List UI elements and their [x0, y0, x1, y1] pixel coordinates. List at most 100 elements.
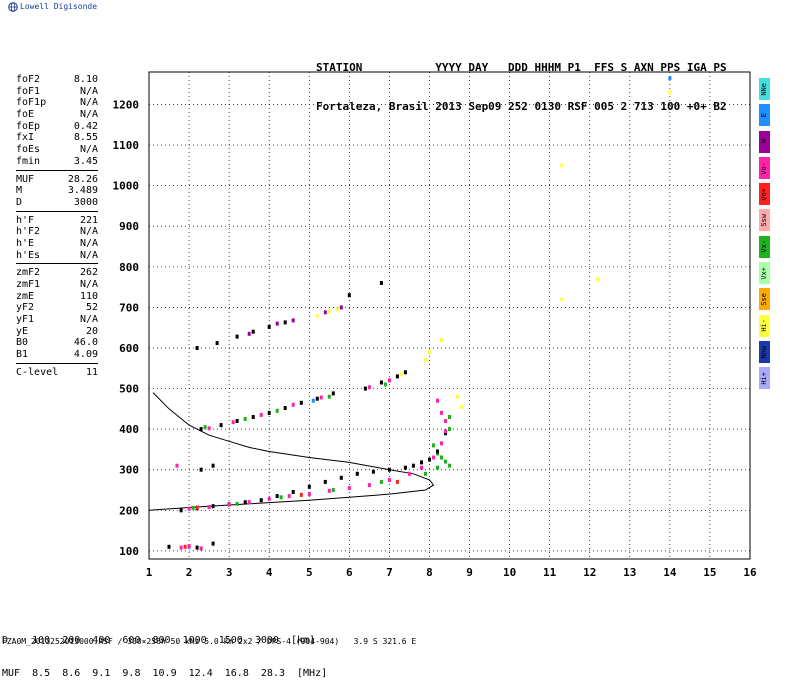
- echo-point: [411, 463, 415, 468]
- echo-point: [403, 465, 407, 470]
- footer-info: FZA0M_2013252013000.RSF / 300×256h 50 kH…: [2, 637, 417, 646]
- y-tick-labels: 100 200 300 400 500 600 700 800 900 1000 1100 1200: [113, 98, 140, 557]
- legend-label: Sse: [760, 293, 768, 306]
- param-row: foEs N/A: [16, 144, 98, 156]
- param-name: foEp: [16, 120, 41, 132]
- echo-point: [444, 459, 447, 464]
- param-value: N/A: [79, 109, 98, 121]
- param-value: 221: [79, 214, 98, 226]
- echo-point: [440, 455, 443, 460]
- x-tick-label: 13: [623, 566, 636, 579]
- param-value: N/A: [79, 249, 98, 261]
- param-row: zmF1 N/A: [16, 279, 98, 291]
- parameters-panel: foF2 8.10 foF1 N/A foF1p N/A foE N/A foEp 0.42 fxI…: [16, 74, 98, 379]
- echo-point: [299, 492, 303, 497]
- echo-point: [456, 394, 459, 399]
- echo-point: [179, 545, 183, 550]
- x-tick-label: 16: [743, 566, 757, 579]
- echo-point: [440, 441, 443, 446]
- echo-point: [195, 346, 199, 350]
- x-tick-label: 9: [466, 566, 473, 579]
- echo-point: [267, 496, 271, 501]
- echo-point: [403, 370, 407, 375]
- param-name: fxI: [16, 132, 35, 144]
- x-tick-label: 7: [386, 566, 393, 579]
- echo-point: [339, 305, 343, 310]
- echo-point: [315, 396, 319, 401]
- echo-point: [436, 465, 439, 470]
- param-value: N/A: [79, 97, 98, 109]
- param-row: C-level 11: [16, 367, 98, 379]
- param-name: MUF: [16, 173, 35, 185]
- legend-label: Vx+: [760, 266, 768, 280]
- legend-label: Vx-: [760, 240, 768, 254]
- echo-point: [235, 334, 239, 339]
- param-value: 0.42: [73, 120, 98, 132]
- echo-point: [283, 406, 287, 410]
- echo-point: [307, 484, 311, 489]
- echo-point: [311, 398, 315, 403]
- echo-point: [395, 374, 399, 379]
- param-row: h'E N/A: [16, 238, 98, 250]
- echo-point: [371, 469, 375, 474]
- param-name: foEs: [16, 144, 41, 156]
- echo-point: [428, 457, 431, 462]
- y-tick-label: 500: [119, 383, 139, 396]
- echo-point: [231, 420, 235, 425]
- param-name: yF2: [16, 302, 35, 314]
- param-value: 8.55: [73, 132, 98, 144]
- echo-point: [367, 385, 371, 390]
- echo-point: [179, 508, 183, 513]
- param-row: fxI 8.55: [16, 132, 98, 144]
- legend-label: Hi-: [760, 319, 768, 332]
- echo-point: [383, 382, 387, 387]
- param-value: N/A: [79, 85, 98, 97]
- param-name: zmF2: [16, 267, 41, 279]
- plot-area: [148, 71, 751, 560]
- echo-point: [335, 307, 339, 312]
- param-row: h'Es N/A: [16, 250, 98, 262]
- legend-swatch: Vo-: [759, 156, 770, 179]
- param-name: h'E: [16, 237, 35, 249]
- echo-point: [407, 471, 411, 476]
- param-value: 46.0: [73, 337, 98, 349]
- x-tick-label: 2: [186, 566, 193, 579]
- y-tick-label: 100: [119, 545, 139, 558]
- param-name: fmin: [16, 155, 41, 167]
- param-value: 3000: [73, 196, 98, 208]
- ionogram-chart: 1 2 3 4 5 6 7 8 9 10 11 12 13 14 15 16 1002003004005006…: [113, 71, 757, 579]
- echo-point: [596, 277, 600, 281]
- param-name: D: [16, 196, 23, 208]
- legend-swatch: Hi-: [759, 314, 770, 337]
- param-value: 20: [85, 325, 98, 337]
- echo-point: [275, 408, 279, 413]
- muf-distance-row: D 100 200 400 600 800 1000 1500 3000 [km…: [2, 635, 316, 646]
- echo-point: [424, 358, 427, 363]
- echo-point: [440, 410, 443, 415]
- echo-point: [428, 350, 431, 354]
- echo-point: [279, 495, 283, 500]
- legend-swatch: Vo+: [759, 183, 770, 206]
- grid: [149, 72, 750, 559]
- echo-point: [355, 471, 359, 476]
- echo-point: [227, 502, 231, 507]
- param-value: N/A: [79, 226, 98, 238]
- echo-point: [560, 297, 564, 302]
- param-value: N/A: [79, 144, 98, 156]
- echo-point: [327, 488, 331, 493]
- x-tick-label: 15: [703, 566, 716, 579]
- echo-point: [432, 443, 435, 448]
- legend-swatch: Vx+: [759, 262, 770, 285]
- param-name: foF1p: [16, 97, 47, 109]
- echo-point: [347, 486, 351, 490]
- echo-point: [448, 427, 451, 432]
- x-tick-label: 14: [663, 566, 677, 579]
- echo-point: [560, 163, 564, 168]
- echo-point: [327, 394, 331, 399]
- param-row: foF1p N/A: [16, 97, 98, 109]
- param-name: foF1: [16, 85, 41, 97]
- echo-point: [387, 477, 391, 482]
- x-tick-label: 11: [543, 566, 557, 579]
- echo-point: [211, 541, 215, 546]
- echo-point: [339, 475, 343, 480]
